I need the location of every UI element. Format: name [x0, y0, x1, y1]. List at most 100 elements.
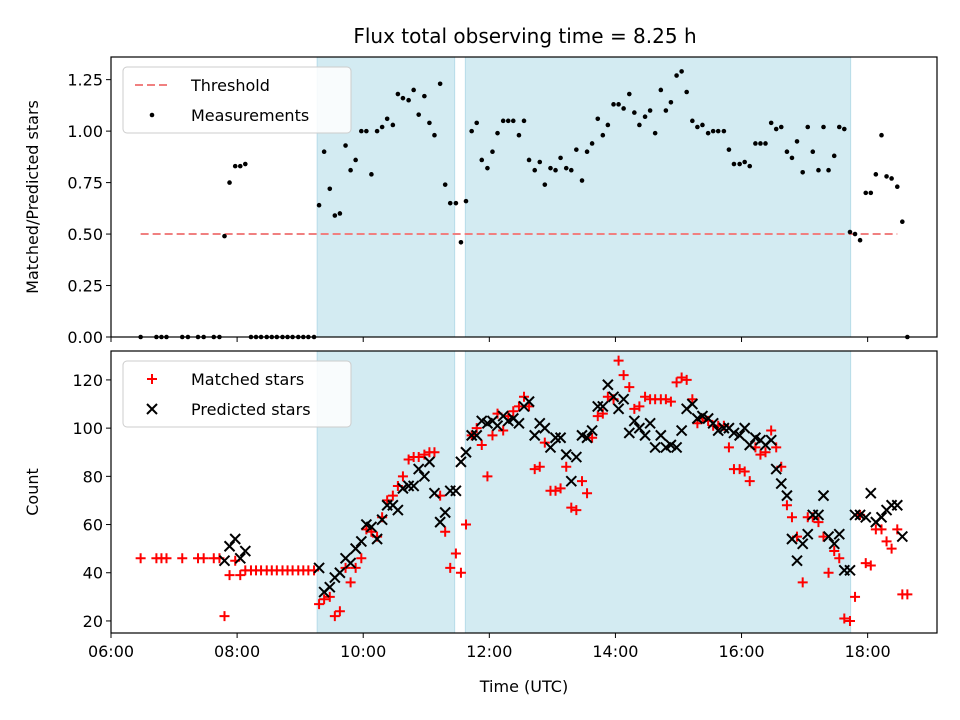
data-point	[359, 128, 364, 134]
data-point	[617, 393, 630, 405]
data-point	[418, 470, 431, 483]
data-point	[623, 427, 636, 439]
data-point	[369, 172, 374, 177]
data-point	[786, 512, 797, 523]
data-point	[810, 149, 816, 155]
x-tick-label: 08:00	[214, 642, 260, 661]
data-point	[687, 394, 698, 405]
data-point	[516, 132, 522, 138]
data-point	[413, 452, 424, 463]
data-point	[647, 108, 653, 113]
legend-box	[122, 66, 352, 134]
y-tick-label: 100	[72, 419, 103, 438]
legend-label: Predicted stars	[191, 400, 311, 419]
series-matched-stars	[135, 355, 913, 626]
data-point	[873, 172, 879, 177]
data-point	[831, 153, 837, 159]
data-point	[850, 591, 861, 602]
data-point	[495, 130, 500, 136]
data-point	[407, 480, 420, 492]
data-point	[621, 106, 626, 111]
data-point	[860, 558, 871, 569]
data-point	[490, 149, 495, 155]
data-point	[605, 122, 611, 128]
data-point	[379, 124, 385, 130]
data-point	[524, 401, 535, 412]
data-point	[565, 475, 577, 487]
data-point	[791, 554, 803, 567]
data-point	[876, 524, 887, 535]
data-point	[633, 422, 646, 434]
data-point	[652, 130, 658, 136]
y-tick-label: 1.00	[67, 122, 103, 141]
data-point	[613, 355, 624, 366]
data-point	[731, 161, 737, 167]
data-point	[445, 562, 456, 573]
data-point	[463, 198, 469, 204]
data-point	[844, 564, 856, 577]
data-point	[828, 538, 840, 550]
data-point	[628, 415, 641, 427]
data-point	[671, 377, 682, 388]
data-point	[553, 167, 558, 173]
data-point	[479, 157, 485, 163]
data-point	[618, 370, 629, 381]
data-point	[566, 502, 577, 513]
data-point	[560, 448, 572, 461]
data-point	[836, 124, 842, 130]
data-point	[844, 615, 855, 626]
data-point	[450, 548, 461, 559]
legend: Matched stars Predicted stars	[122, 360, 352, 428]
data-point	[602, 379, 614, 391]
data-point	[345, 577, 356, 588]
x-tick-label: 06:00	[88, 642, 134, 661]
data-point	[723, 442, 734, 453]
data-point	[487, 430, 498, 441]
data-point	[778, 124, 784, 130]
data-point	[766, 425, 777, 436]
data-point	[450, 485, 462, 497]
data-point	[626, 91, 632, 97]
data-point	[681, 374, 692, 385]
data-point	[135, 553, 146, 564]
data-point	[794, 139, 800, 144]
data-point	[755, 449, 766, 460]
data-point	[218, 554, 231, 567]
data-point	[412, 463, 425, 475]
data-point	[607, 391, 620, 403]
data-point	[728, 427, 740, 439]
x-tick-label: 18:00	[845, 642, 891, 661]
data-point	[695, 124, 700, 130]
data-point	[582, 488, 593, 499]
legend-label: Measurements	[191, 106, 309, 125]
data-point	[676, 372, 687, 383]
y-tick-label: 0.50	[67, 225, 103, 244]
data-point	[624, 382, 635, 393]
count-panel: 20 40 60 80 100 120 06:00 08:00 10:00 12:00 14:00 1…	[23, 350, 938, 696]
data-point	[786, 533, 798, 545]
y-tick-label: 0.00	[67, 328, 103, 347]
data-point	[721, 128, 727, 134]
data-point	[586, 424, 598, 437]
data-point	[427, 120, 432, 126]
data-point	[584, 149, 590, 155]
data-point	[505, 118, 511, 124]
data-point	[800, 169, 805, 175]
data-point	[219, 611, 230, 622]
data-point	[243, 161, 248, 167]
data-point	[879, 132, 884, 138]
y-tick-label: 40	[83, 564, 103, 583]
data-point	[665, 439, 677, 451]
data-point	[587, 432, 598, 443]
data-point	[865, 487, 877, 499]
data-point	[532, 167, 538, 173]
data-point	[817, 489, 830, 502]
data-point	[229, 533, 241, 545]
data-point	[763, 141, 768, 146]
data-point	[640, 391, 651, 402]
data-point	[900, 219, 905, 225]
data-point	[460, 446, 472, 458]
data-point	[319, 594, 330, 605]
data-point	[465, 429, 478, 442]
